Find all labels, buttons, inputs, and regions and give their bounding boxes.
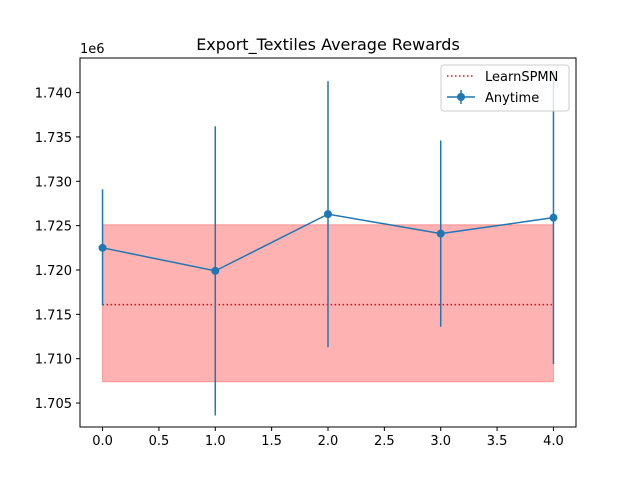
legend-label-anytime: Anytime bbox=[485, 91, 539, 106]
y-tick-label: 1.710 bbox=[35, 353, 72, 368]
y-tick-label: 1.705 bbox=[35, 397, 72, 412]
anytime-point bbox=[211, 266, 220, 275]
y-tick-label: 1.715 bbox=[35, 308, 72, 323]
anytime-series-layer bbox=[98, 70, 558, 416]
x-tick-label: 1.0 bbox=[205, 434, 226, 449]
x-tick-label: 3.0 bbox=[430, 434, 451, 449]
anytime-point bbox=[98, 243, 107, 252]
chart-title: Export_Textiles Average Rewards bbox=[196, 35, 460, 55]
x-tick-label: 2.0 bbox=[318, 434, 339, 449]
x-tick-label: 3.5 bbox=[487, 434, 508, 449]
x-tick-label: 4.0 bbox=[543, 434, 564, 449]
legend-swatch-anytime bbox=[447, 90, 475, 104]
y-axis: 1.705 1.710 1.715 1.720 1.725 1.730 1.735 1.740 bbox=[35, 87, 80, 412]
y-tick-label: 1.725 bbox=[35, 220, 72, 235]
legend-box bbox=[440, 64, 570, 112]
y-tick-label: 1.720 bbox=[35, 264, 72, 279]
y-tick-label: 1.735 bbox=[35, 131, 72, 146]
x-tick-label: 0.5 bbox=[149, 434, 170, 449]
y-tick-label: 1.740 bbox=[35, 87, 72, 102]
y-offset-label: 1e6 bbox=[80, 42, 105, 57]
x-tick-label: 2.5 bbox=[374, 434, 395, 449]
legend: LearnSPMN Anytime bbox=[440, 64, 570, 112]
x-tick-label: 1.5 bbox=[261, 434, 282, 449]
y-tick-label: 1.730 bbox=[35, 175, 72, 190]
anytime-point bbox=[549, 213, 558, 222]
x-axis: 0.0 0.5 1.0 1.5 2.0 2.5 3.0 3.5 4.0 bbox=[92, 427, 564, 449]
legend-anytime-marker bbox=[457, 93, 465, 101]
x-tick-label: 0.0 bbox=[92, 434, 113, 449]
anytime-point bbox=[324, 210, 332, 219]
anytime-point bbox=[436, 229, 445, 238]
legend-label-learnspmn: LearnSPMN bbox=[485, 70, 558, 85]
